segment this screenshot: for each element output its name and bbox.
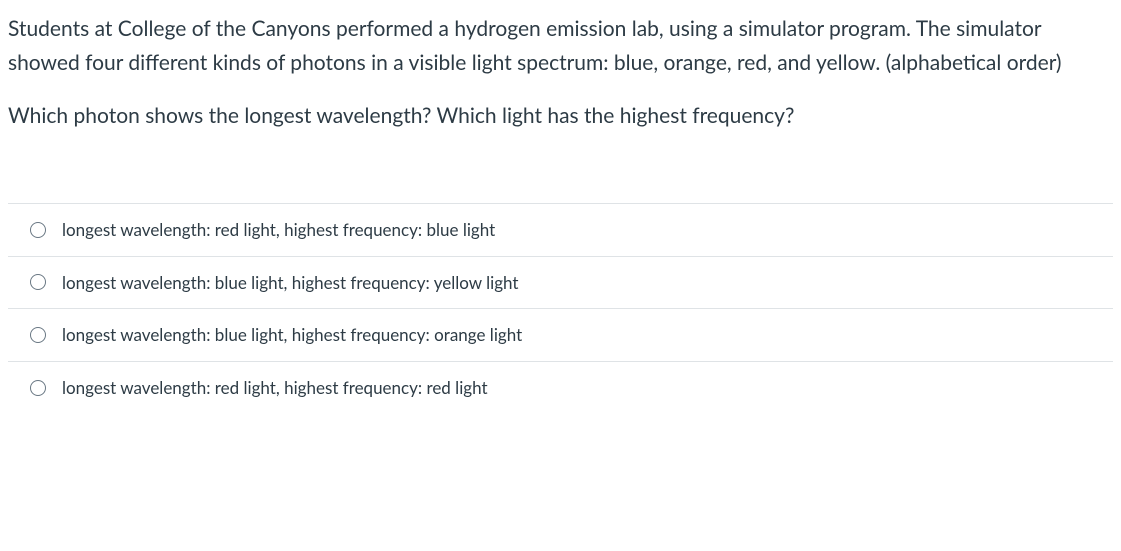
option-row[interactable]: longest wavelength: blue light, highest …	[8, 308, 1113, 361]
question-paragraph-2: Which photon shows the longest wavelengt…	[8, 99, 1113, 133]
question-paragraph-1: Students at College of the Canyons perfo…	[8, 12, 1113, 79]
option-row[interactable]: longest wavelength: blue light, highest …	[8, 256, 1113, 309]
radio-icon[interactable]	[30, 327, 46, 343]
option-label: longest wavelength: red light, highest f…	[62, 218, 495, 242]
radio-icon[interactable]	[30, 274, 46, 290]
question-text: Students at College of the Canyons perfo…	[8, 12, 1113, 133]
option-label: longest wavelength: blue light, highest …	[62, 271, 519, 295]
radio-icon[interactable]	[30, 380, 46, 396]
answer-options: longest wavelength: red light, highest f…	[8, 203, 1113, 414]
option-label: longest wavelength: blue light, highest …	[62, 323, 522, 347]
option-label: longest wavelength: red light, highest f…	[62, 376, 488, 400]
radio-icon[interactable]	[30, 222, 46, 238]
question-block: Students at College of the Canyons perfo…	[0, 0, 1121, 414]
option-row[interactable]: longest wavelength: red light, highest f…	[8, 203, 1113, 256]
option-row[interactable]: longest wavelength: red light, highest f…	[8, 361, 1113, 414]
